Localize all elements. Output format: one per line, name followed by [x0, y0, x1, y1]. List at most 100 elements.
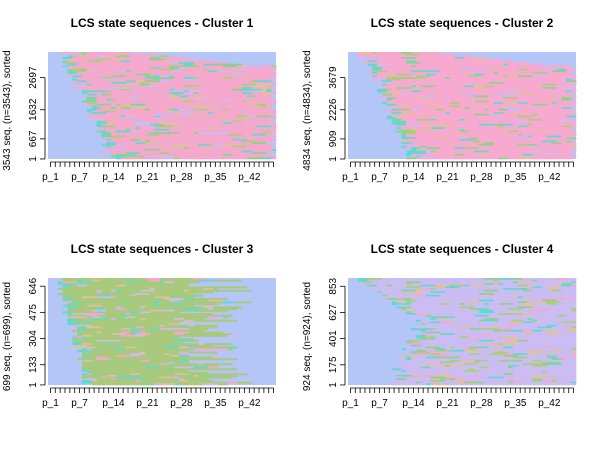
sequence-segment: [237, 65, 248, 68]
sequence-segment: [435, 338, 470, 341]
sequence-segment: [440, 98, 475, 101]
sequence-segment: [212, 132, 228, 135]
sequence-segment: [503, 122, 514, 125]
sequence-segment: [208, 150, 243, 153]
sequence-segment: [81, 88, 107, 91]
sequence-segment: [430, 112, 446, 115]
sequence-segment: [435, 85, 465, 88]
sequence-segment: [503, 123, 514, 126]
sequence-segment: [251, 133, 267, 136]
sequence-segment: [478, 77, 499, 80]
sequence-segment: [512, 278, 523, 280]
sequence-segment: [140, 328, 151, 331]
sequence-segment: [164, 346, 180, 349]
sequence-segment: [532, 341, 562, 344]
sequence-segment: [522, 329, 533, 332]
sequence-segment: [77, 333, 112, 336]
sequence-segment: [188, 90, 204, 93]
sequence-segment: [101, 128, 126, 131]
sequence-segment: [430, 348, 436, 351]
sequence-segment: [406, 123, 422, 126]
sequence-segment: [381, 87, 397, 90]
sequence-segment: [159, 75, 170, 78]
sequence-segment: [159, 381, 175, 384]
sequence-segment: [498, 60, 514, 63]
sequence-segment: [420, 62, 436, 64]
sequence-segment: [517, 88, 538, 91]
sequence-segment: [488, 361, 499, 364]
sequence-segment: [377, 65, 412, 68]
sequence-segment: [208, 334, 228, 337]
sequence-segment: [425, 78, 456, 81]
sequence-segment: [527, 123, 533, 126]
sequence-segment: [159, 85, 185, 88]
sequence-segment: [406, 140, 441, 143]
sequence-segment: [488, 82, 504, 85]
sequence-segment: [503, 341, 519, 344]
sequence-segment: [503, 373, 514, 376]
sequence-segment: [445, 87, 475, 90]
sequence-segment: [517, 75, 533, 78]
sequence-segment: [449, 383, 475, 386]
sequence-segment: [169, 361, 175, 364]
sequence-segment: [256, 125, 272, 128]
y-tick-label: 1632: [28, 98, 39, 121]
sequence-segment: [198, 67, 214, 70]
sequence-segment: [542, 348, 553, 351]
sequence-segment: [415, 313, 426, 316]
sequence-segment: [91, 303, 117, 306]
sequence-segment: [420, 83, 431, 86]
sequence-segment: [464, 364, 499, 367]
sequence-segment: [72, 341, 83, 344]
sequence-segment: [445, 348, 470, 351]
sequence-segment: [556, 379, 577, 382]
sequence-segment: [72, 87, 83, 90]
sequence-segment: [532, 286, 543, 289]
sequence-segment: [86, 316, 92, 319]
sequence-segment: [406, 152, 412, 155]
sequence-segment: [571, 348, 577, 351]
sequence-segment: [96, 314, 122, 317]
sequence-segment: [391, 284, 422, 287]
sequence-segment: [130, 63, 156, 66]
sequence-segment: [135, 67, 151, 70]
sequence-segment: [464, 298, 494, 301]
sequence-segment: [411, 301, 446, 304]
sequence-segment: [203, 68, 209, 71]
sequence-segment: [111, 368, 136, 371]
sequence-segment: [67, 323, 78, 326]
sequence-segment: [145, 107, 160, 110]
y-tick-label: 3679: [328, 66, 339, 89]
sequence-segment: [130, 303, 146, 306]
sequence-segment: [561, 346, 577, 349]
sequence-segment: [464, 128, 485, 131]
sequence-segment: [81, 361, 107, 364]
sequence-segment: [154, 319, 175, 322]
sequence-segment: [401, 143, 417, 146]
sequence-segment: [120, 107, 131, 110]
sequence-segment: [449, 284, 456, 287]
sequence-segment: [208, 145, 219, 148]
sequence-segment: [556, 361, 562, 364]
sequence-segment: [174, 316, 209, 319]
sequence-segment: [159, 308, 185, 311]
sequence-segment: [154, 304, 160, 307]
sequence-segment: [130, 288, 141, 290]
sequence-segment: [120, 319, 156, 322]
sequence-segment: [227, 279, 243, 282]
sequence-segment: [469, 338, 480, 341]
sequence-segment: [193, 137, 228, 140]
sequence-segment: [96, 358, 112, 361]
sequence-segment: [72, 311, 97, 314]
sequence-segment: [551, 142, 562, 145]
sequence-segment: [271, 128, 277, 131]
sequence-segment: [546, 157, 557, 160]
sequence-segment: [512, 324, 548, 327]
sequence-segment: [106, 359, 131, 362]
sequence-segment: [435, 128, 460, 131]
sequence-segment: [517, 314, 533, 317]
sequence-segment: [227, 381, 238, 384]
sequence-segment: [130, 155, 146, 158]
sequence-segment: [120, 306, 141, 309]
sequence-segment: [208, 75, 243, 78]
